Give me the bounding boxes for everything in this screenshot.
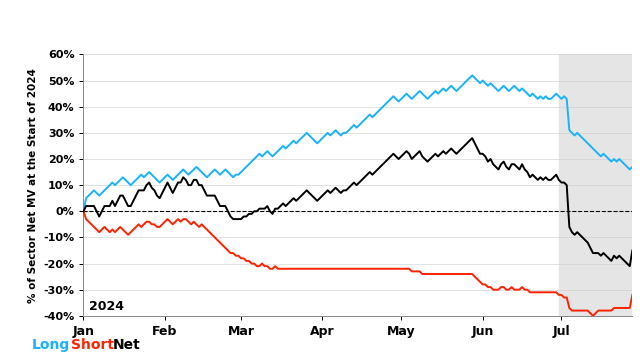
Text: Prime Book: US Info Tech Cumulative Long, Short, and Net Trading Flows: Prime Book: US Info Tech Cumulative Long…	[19, 12, 623, 26]
Bar	[559, 54, 632, 316]
Text: 2024: 2024	[89, 300, 124, 313]
Text: Long: Long	[32, 338, 71, 352]
Y-axis label: % of Sector Net MV at the Start of 2024: % of Sector Net MV at the Start of 2024	[28, 68, 38, 303]
Text: Short: Short	[71, 338, 114, 352]
Text: Net: Net	[112, 338, 140, 352]
